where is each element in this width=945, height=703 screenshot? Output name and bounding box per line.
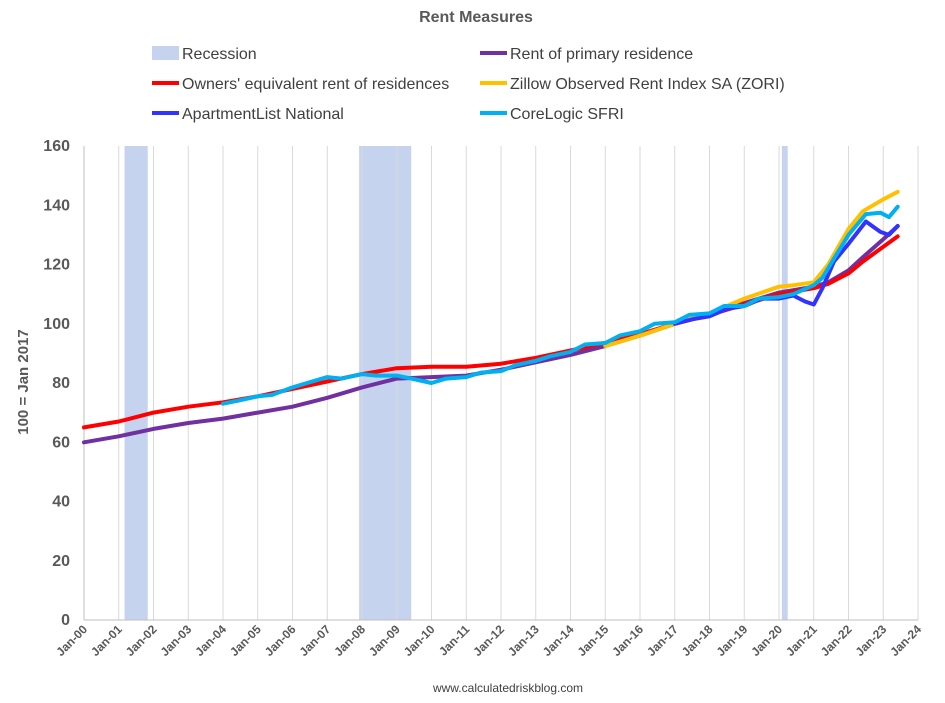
chart-title: Rent Measures [419, 9, 533, 26]
y-tick-labels: 0 20 40 60 80 100 120 140 160 [43, 138, 70, 629]
legend-label-1: Recession [182, 46, 257, 63]
series-line-2 [82, 234, 900, 430]
legend-label-2: Rent of primary residence [510, 46, 693, 63]
x-tick-Jan-22: Jan-22 [818, 622, 855, 659]
y-tick-40: 40 [52, 494, 70, 511]
legend-label-4: Zillow Observed Rent Index SA (ZORI) [510, 76, 785, 93]
series-line-1 [82, 224, 900, 445]
legend-label-6: CoreLogic SFRI [510, 106, 624, 123]
source-credit: www.calculatedriskblog.com [432, 681, 583, 695]
x-tick-Jan-00: Jan-00 [53, 622, 90, 659]
y-tick-160: 160 [43, 138, 70, 155]
x-tick-Jan-19: Jan-19 [714, 622, 751, 659]
x-tick-Jan-21: Jan-21 [783, 622, 820, 659]
y-tick-0: 0 [61, 612, 70, 629]
gridlines [118, 146, 919, 620]
x-tick-Jan-20: Jan-20 [748, 622, 785, 659]
x-tick-Jan-05: Jan-05 [227, 622, 264, 659]
series-line-5 [221, 204, 900, 406]
x-tick-Jan-23: Jan-23 [853, 622, 890, 659]
x-tick-Jan-11: Jan-11 [436, 622, 473, 659]
x-tick-Jan-24: Jan-24 [887, 622, 924, 659]
x-tick-Jan-02: Jan-02 [123, 622, 160, 659]
x-tick-Jan-14: Jan-14 [540, 622, 577, 659]
series-line-4 [672, 219, 900, 326]
y-tick-100: 100 [43, 316, 70, 333]
y-tick-140: 140 [43, 197, 70, 214]
legend: Recession Rent of primary residence Owners… [152, 46, 785, 123]
x-tick-Jan-16: Jan-16 [609, 622, 646, 659]
y-tick-120: 120 [43, 257, 70, 274]
x-tick-Jan-13: Jan-13 [505, 622, 542, 659]
x-tick-Jan-12: Jan-12 [470, 622, 507, 659]
x-tick-Jan-06: Jan-06 [262, 622, 299, 659]
x-tick-Jan-07: Jan-07 [297, 622, 334, 659]
x-tick-labels: Jan-00Jan-01Jan-02Jan-03Jan-04Jan-05Jan-… [53, 622, 924, 659]
x-tick-Jan-08: Jan-08 [331, 622, 368, 659]
legend-swatch-recession [152, 46, 179, 60]
recession-band-1 [124, 146, 148, 620]
x-tick-Jan-15: Jan-15 [575, 622, 612, 659]
recession-bands [124, 146, 788, 620]
axes [83, 146, 918, 621]
legend-label-5: ApartmentList National [182, 106, 344, 123]
y-tick-60: 60 [52, 434, 70, 451]
y-axis-label: 100 = Jan 2017 [15, 329, 32, 435]
x-tick-Jan-10: Jan-10 [401, 622, 438, 659]
y-tick-20: 20 [52, 553, 70, 570]
x-tick-Jan-03: Jan-03 [158, 622, 195, 659]
x-tick-Jan-09: Jan-09 [366, 622, 403, 659]
x-tick-Jan-04: Jan-04 [192, 622, 229, 659]
x-tick-Jan-18: Jan-18 [679, 622, 716, 659]
x-tick-Jan-17: Jan-17 [644, 622, 681, 659]
plot-area [82, 146, 919, 621]
legend-label-3: Owners' equivalent rent of residences [182, 76, 449, 93]
series-lines [82, 189, 900, 445]
recession-band-3 [781, 146, 788, 620]
x-tick-Jan-01: Jan-01 [88, 622, 125, 659]
y-tick-80: 80 [52, 375, 70, 392]
